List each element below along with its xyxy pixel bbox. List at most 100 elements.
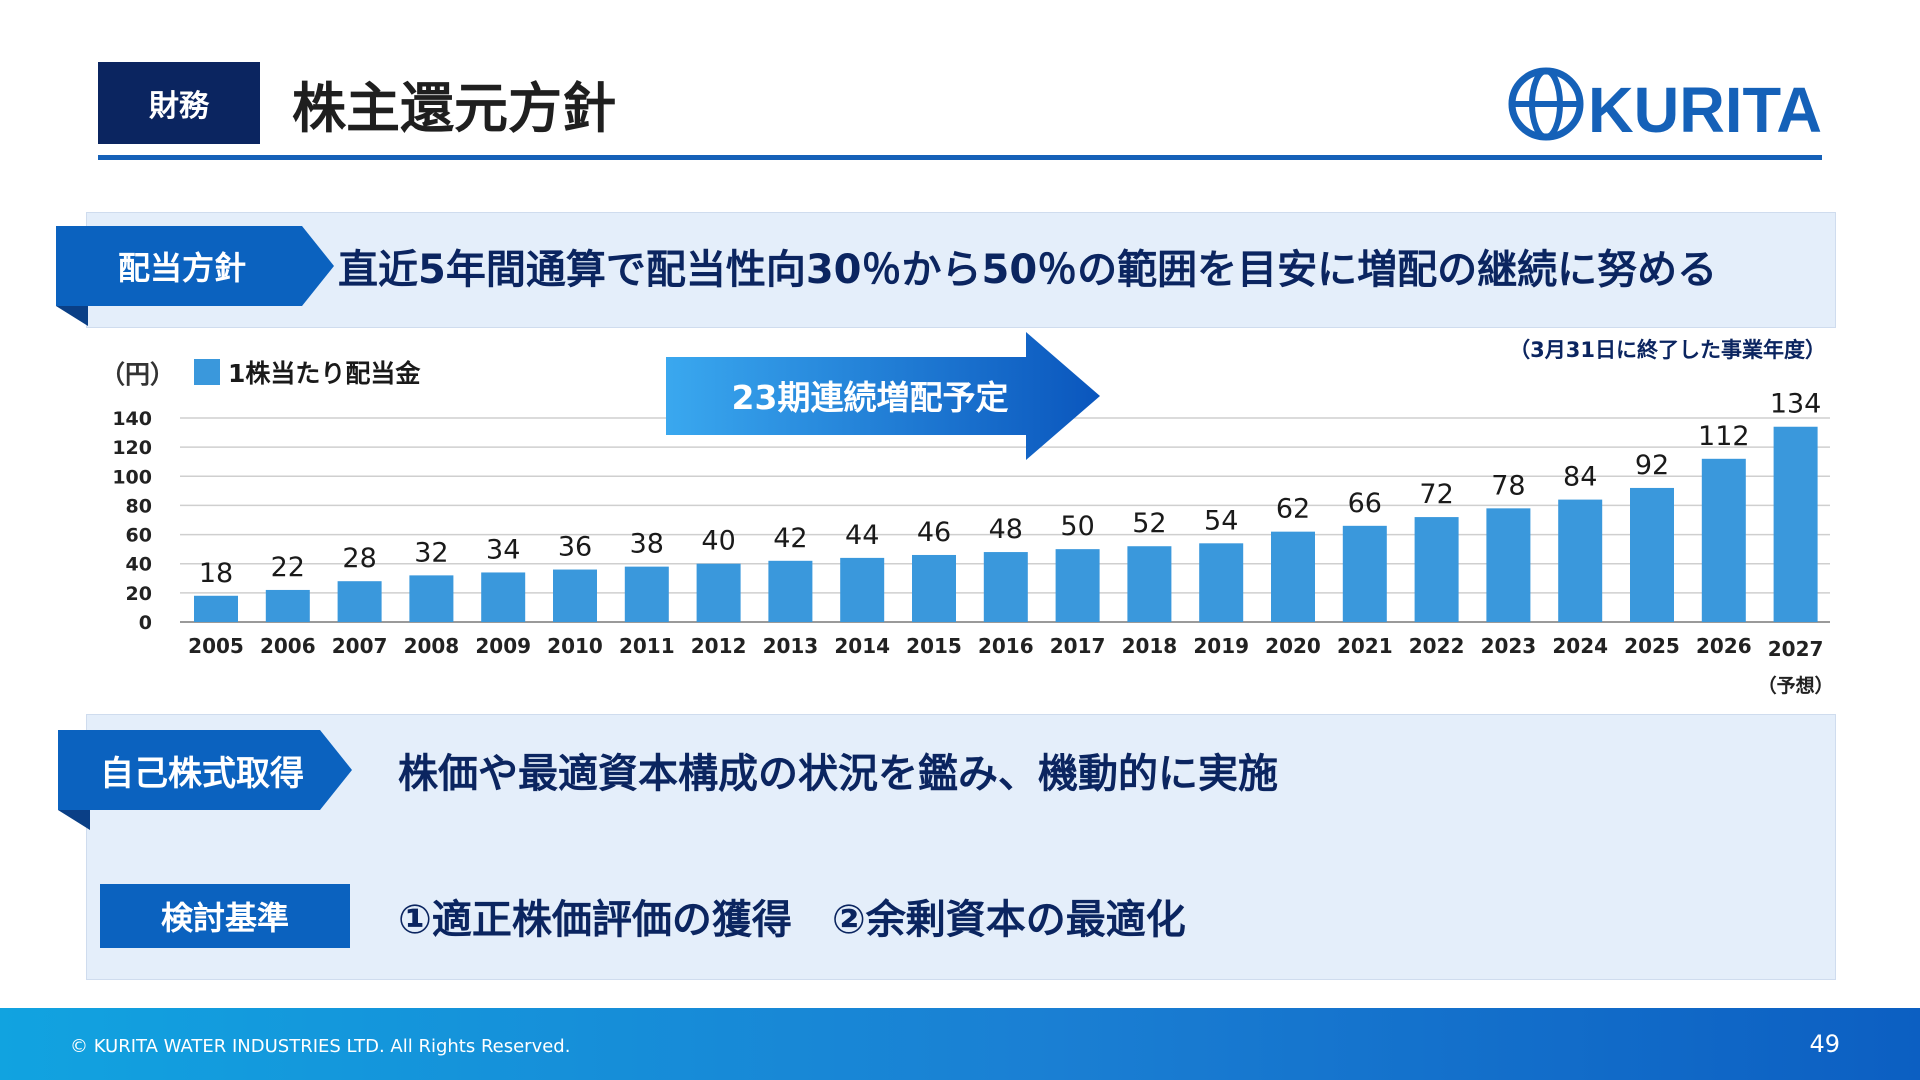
banner-label: 23期連続増配予定 [731, 378, 1009, 417]
page-number: 49 [1809, 1030, 1840, 1058]
bar [1342, 525, 1387, 622]
bar [1486, 508, 1531, 622]
x-tick-label: 2018 [1122, 634, 1178, 658]
x-tick-label: 2024 [1552, 634, 1608, 658]
bar [912, 554, 956, 622]
x-tick-label: 2016 [978, 634, 1034, 658]
bar [983, 552, 1028, 622]
bar [1773, 426, 1818, 622]
buyback-policy-tag-label: 自己株式取得 [100, 753, 304, 794]
x-tick-label: 2010 [547, 634, 603, 658]
bar [1701, 458, 1746, 622]
chart-x-ticks: 2005 2006 2007 2008 2009 2010 2011 2012 2013 2014… [188, 634, 1833, 697]
data-label: 92 [1635, 450, 1669, 481]
bar [1271, 531, 1315, 622]
bar [1055, 549, 1100, 622]
criteria-tag: 検討基準 [100, 884, 350, 948]
buyback-policy-statement: 株価や最適資本構成の状況を鑑み、機動的に実施 [398, 751, 1278, 797]
dividend-policy-panel [86, 212, 1836, 328]
data-label: 18 [199, 558, 233, 589]
logo-wordmark: KURITA [1588, 74, 1822, 142]
bar [1199, 543, 1244, 622]
data-label: 34 [486, 534, 520, 565]
data-label: 72 [1419, 479, 1453, 510]
header-divider [98, 155, 1822, 160]
bar [1127, 546, 1172, 622]
tag-arrow-shape [58, 730, 352, 830]
x-tick-label: 2023 [1481, 634, 1537, 658]
x-tick-label: 2026 [1696, 634, 1752, 658]
tag-arrow-shape [56, 226, 334, 326]
consecutive-increase-banner [666, 332, 1100, 460]
legend-label: 1株当たり配当金 [228, 359, 421, 388]
x-tick-label: 2022 [1409, 634, 1465, 658]
data-label: 66 [1348, 488, 1382, 519]
bar [265, 589, 310, 622]
x-tick-label: 2009 [475, 634, 531, 658]
data-label: 22 [271, 552, 305, 583]
bar [1414, 517, 1459, 622]
x-tick-label: 2013 [763, 634, 819, 658]
x-tick-label: 2008 [404, 634, 460, 658]
bar [194, 595, 238, 622]
x-tick-label: 2006 [260, 634, 316, 658]
bar [624, 566, 669, 622]
bar [553, 569, 597, 622]
bar [337, 581, 382, 622]
kurita-logo-mark: KURITA [1508, 67, 1822, 146]
chart-data-labels: 18 22 28 32 34 36 38 40 42 44 46 48 50 52 54 62 66 72 78 84… [199, 389, 1822, 589]
x-tick-label: 2014 [834, 634, 890, 658]
y-tick-label: 80 [126, 495, 152, 517]
chart-unit-label: （円） [100, 360, 175, 389]
kurita-logo: KURITA [1506, 66, 1824, 146]
y-tick-label: 20 [126, 583, 152, 605]
y-tick-label: 140 [112, 408, 152, 430]
data-label: 62 [1276, 494, 1310, 525]
x-tick-label: 2020 [1265, 634, 1321, 658]
data-label: 50 [1060, 511, 1094, 542]
bar [696, 563, 741, 622]
x-tick-label: 2025 [1624, 634, 1680, 658]
buyback-policy-tag: 自己株式取得 [58, 730, 352, 830]
category-badge: 財務 [98, 62, 260, 144]
data-label: 38 [630, 529, 664, 560]
data-label: 28 [342, 543, 376, 574]
x-tick-label: 2007 [332, 634, 388, 658]
x-tick-label: 2015 [906, 634, 962, 658]
bar [1630, 487, 1674, 622]
x-tick-label: 2011 [619, 634, 675, 658]
y-tick-label: 100 [112, 466, 152, 488]
x-tick-label: 2017 [1050, 634, 1106, 658]
y-tick-label: 60 [126, 525, 152, 547]
dividend-policy-statement: 直近5年間通算で配当性向30％から50％の範囲を目安に増配の継続に努める [338, 247, 1718, 293]
data-label: 134 [1770, 389, 1822, 420]
x-tick-label: 2005 [188, 634, 244, 658]
data-label: 40 [701, 526, 735, 557]
y-tick-label: 0 [139, 612, 152, 634]
data-label: 42 [773, 523, 807, 554]
footer-bar [0, 1008, 1920, 1080]
data-label: 78 [1491, 470, 1525, 501]
data-label: 84 [1563, 462, 1597, 493]
bar [409, 575, 454, 622]
data-label: 44 [845, 520, 879, 551]
chart-bars [194, 426, 1818, 622]
data-label: 52 [1132, 508, 1166, 539]
dividend-policy-tag-label: 配当方針 [118, 249, 247, 287]
chart-y-ticks: 0 20 40 60 80 100 120 140 [112, 408, 152, 634]
data-label: 46 [917, 517, 951, 548]
bar [1558, 499, 1603, 622]
copyright-text: © KURITA WATER INDUSTRIES LTD. All Right… [70, 1036, 571, 1057]
criteria-text: ①適正株価評価の獲得 ②余剰資本の最適化 [398, 897, 1186, 943]
data-label: 54 [1204, 505, 1238, 536]
x-tick-label: 2021 [1337, 634, 1393, 658]
data-label: 32 [414, 537, 448, 568]
x-tick-label: 2019 [1193, 634, 1249, 658]
data-label: 36 [558, 532, 592, 563]
y-tick-label: 40 [126, 554, 152, 576]
dividend-policy-tag: 配当方針 [56, 226, 334, 326]
dividend-chart: 0 20 40 60 80 100 120 140 18 22 28 32 34 36 38 40 42 44 4… [100, 359, 1834, 697]
bar [840, 557, 885, 622]
y-tick-label: 120 [112, 437, 152, 459]
x-tick-label: 2012 [691, 634, 747, 658]
